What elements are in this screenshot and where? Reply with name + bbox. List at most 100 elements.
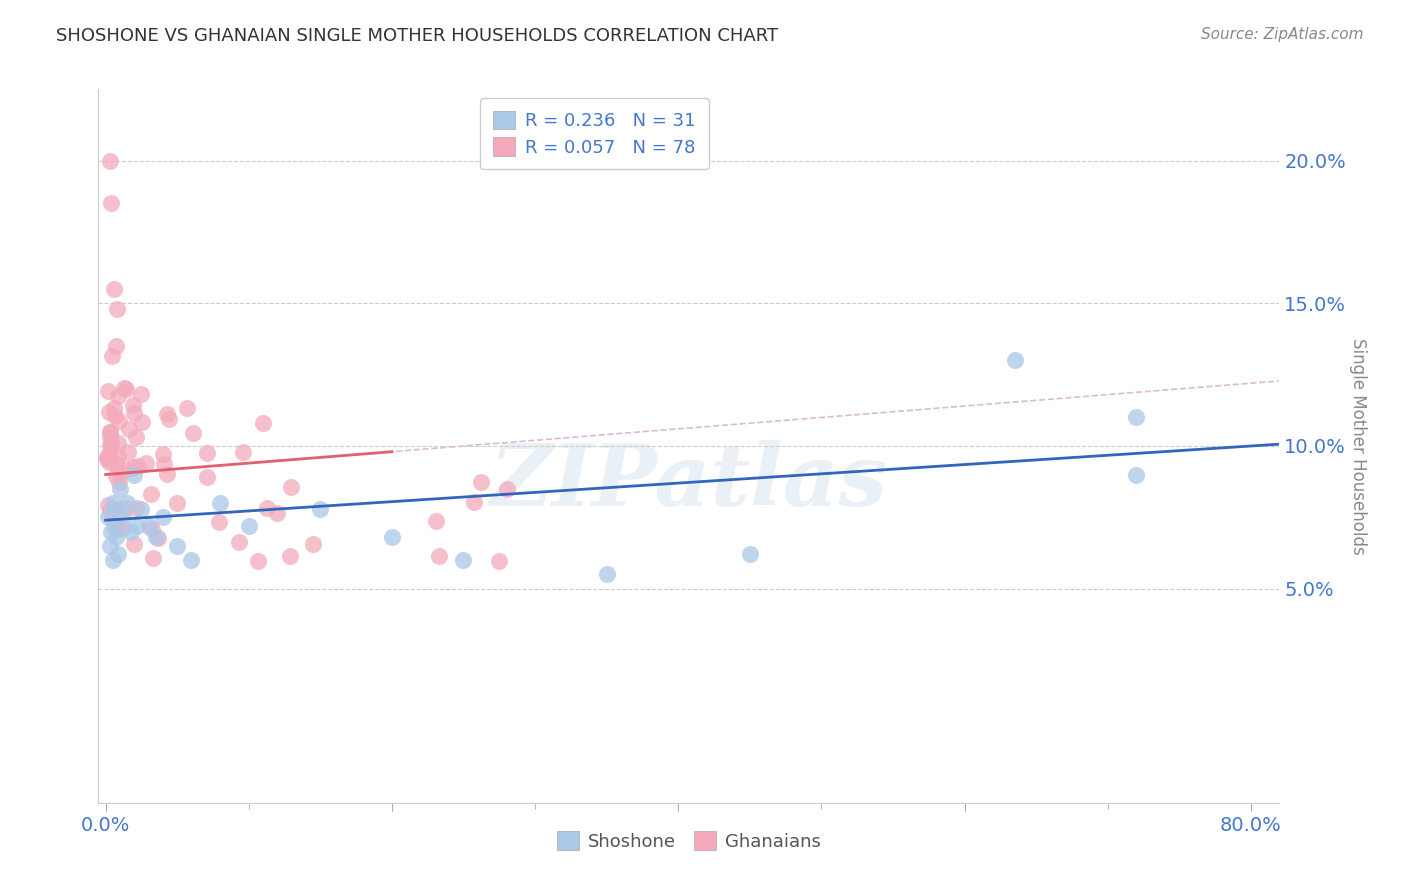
Point bbox=[125, 519, 148, 533]
Point bbox=[104, 457, 127, 471]
Point bbox=[309, 501, 332, 516]
Point bbox=[209, 496, 232, 510]
Text: ZIPatlas: ZIPatlas bbox=[489, 440, 889, 524]
Point bbox=[124, 406, 146, 420]
Point bbox=[107, 548, 129, 562]
Point bbox=[100, 524, 122, 539]
Point bbox=[166, 496, 188, 510]
Point bbox=[98, 405, 121, 419]
Point bbox=[138, 519, 160, 533]
Point bbox=[181, 425, 204, 440]
Point bbox=[1125, 467, 1147, 482]
Point bbox=[125, 501, 148, 516]
Point bbox=[103, 401, 125, 416]
Point bbox=[127, 459, 149, 474]
Point bbox=[122, 467, 145, 482]
Point bbox=[101, 349, 124, 363]
Point bbox=[96, 384, 118, 398]
Point bbox=[108, 414, 131, 428]
Point bbox=[111, 520, 134, 534]
Point bbox=[139, 487, 162, 501]
Point bbox=[131, 501, 153, 516]
Point bbox=[266, 506, 288, 520]
Point bbox=[180, 553, 202, 567]
Point bbox=[1125, 410, 1147, 425]
Point bbox=[98, 438, 121, 452]
Point bbox=[105, 301, 128, 316]
Point bbox=[131, 415, 153, 429]
Point bbox=[157, 412, 180, 426]
Point bbox=[98, 425, 121, 439]
Point bbox=[107, 435, 129, 450]
Point bbox=[595, 567, 617, 582]
Point bbox=[98, 539, 121, 553]
Point bbox=[166, 539, 188, 553]
Point bbox=[96, 452, 118, 467]
Point bbox=[148, 531, 170, 545]
Point bbox=[145, 530, 167, 544]
Point bbox=[100, 437, 122, 451]
Point bbox=[107, 522, 129, 536]
Point bbox=[122, 537, 145, 551]
Point bbox=[118, 422, 141, 436]
Point bbox=[108, 475, 131, 490]
Point bbox=[98, 425, 121, 439]
Point bbox=[488, 554, 510, 568]
Point bbox=[129, 387, 152, 401]
Point bbox=[108, 482, 131, 496]
Point bbox=[495, 483, 517, 497]
Point bbox=[105, 501, 128, 516]
Point bbox=[238, 519, 260, 533]
Point bbox=[453, 553, 475, 567]
Point bbox=[152, 457, 174, 471]
Point bbox=[301, 537, 323, 551]
Point bbox=[121, 398, 143, 412]
Point bbox=[1004, 353, 1026, 368]
Point bbox=[256, 500, 278, 515]
Point bbox=[101, 496, 124, 510]
Point bbox=[114, 382, 136, 396]
Point bbox=[97, 455, 120, 469]
Point bbox=[156, 407, 179, 421]
Y-axis label: Single Mother Households: Single Mother Households bbox=[1350, 338, 1367, 554]
Text: Source: ZipAtlas.com: Source: ZipAtlas.com bbox=[1201, 27, 1364, 42]
Point bbox=[142, 550, 165, 565]
Point bbox=[98, 450, 121, 464]
Point bbox=[98, 153, 121, 168]
Point bbox=[278, 549, 301, 563]
Point bbox=[197, 446, 219, 460]
Point bbox=[280, 480, 302, 494]
Point bbox=[100, 196, 122, 211]
Point bbox=[141, 522, 163, 536]
Point bbox=[110, 466, 132, 480]
Point bbox=[101, 553, 124, 567]
Point bbox=[156, 467, 179, 482]
Point bbox=[97, 499, 120, 513]
Point bbox=[107, 450, 129, 464]
Point bbox=[228, 534, 250, 549]
Point bbox=[247, 554, 270, 568]
Point bbox=[470, 475, 492, 489]
Point bbox=[104, 409, 127, 423]
Point bbox=[105, 469, 128, 483]
Point bbox=[112, 381, 135, 395]
Point bbox=[176, 401, 198, 415]
Point bbox=[103, 519, 125, 533]
Point bbox=[104, 530, 127, 544]
Point bbox=[117, 461, 139, 475]
Point bbox=[117, 445, 139, 459]
Point bbox=[107, 389, 129, 403]
Point bbox=[427, 549, 450, 564]
Point bbox=[232, 444, 254, 458]
Point bbox=[463, 495, 485, 509]
Point bbox=[381, 530, 404, 544]
Point bbox=[98, 430, 121, 444]
Point bbox=[120, 524, 142, 539]
Point bbox=[97, 510, 120, 524]
Point bbox=[111, 510, 134, 524]
Point bbox=[125, 430, 148, 444]
Point bbox=[152, 510, 174, 524]
Point bbox=[195, 470, 218, 484]
Point bbox=[207, 515, 229, 529]
Point bbox=[425, 514, 447, 528]
